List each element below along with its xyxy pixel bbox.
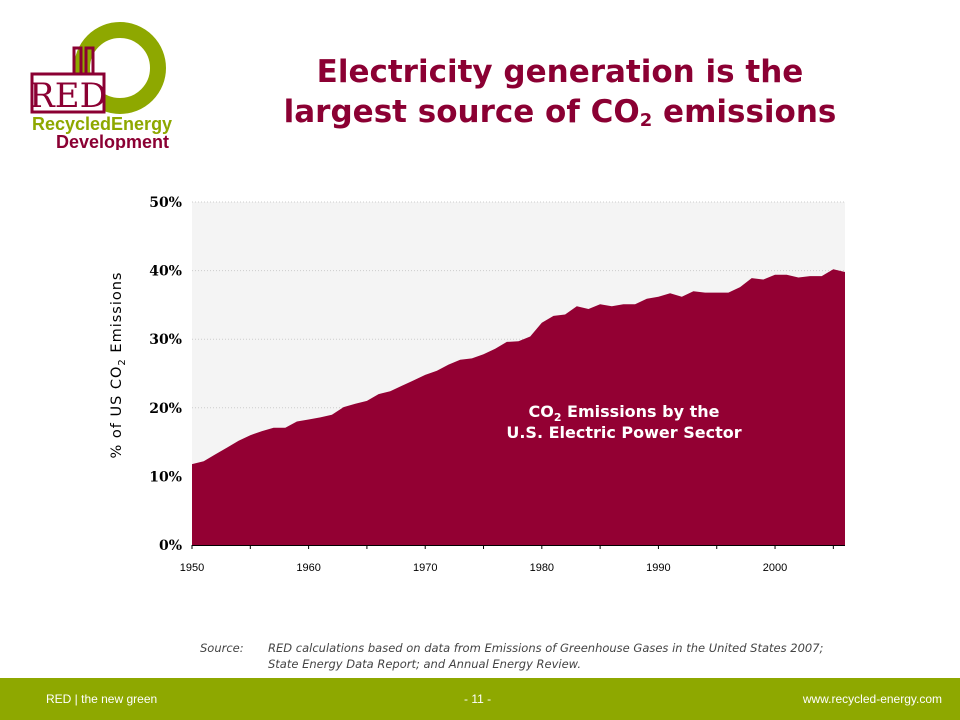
footer-tagline: RED | the new green — [46, 692, 158, 706]
title-line2-post: emissions — [652, 94, 837, 130]
x-tick-label: 2000 — [763, 562, 787, 574]
area-annotation-line1: CO2 Emissions by the — [528, 402, 719, 424]
footer-url: www.recycled-energy.com — [802, 692, 942, 706]
y-tick-label: 0% — [159, 538, 182, 554]
title-line2: largest source of CO2 emissions — [230, 92, 890, 132]
logo-red-box — [30, 72, 106, 114]
y-tick-label: 20% — [149, 401, 182, 417]
title-line2-pre: largest source of CO — [283, 94, 640, 130]
x-tick-label: 1980 — [530, 562, 554, 574]
x-tick-label: 1950 — [180, 562, 204, 574]
y-axis-label: % of US CO2 Emissions — [109, 272, 128, 459]
source-note: Source: RED calculations based on data fr… — [200, 640, 928, 672]
title-line2-sub: 2 — [639, 110, 653, 131]
page-title: Electricity generation is the largest so… — [230, 52, 890, 132]
x-axis — [191, 545, 845, 549]
logo-line2: Development — [56, 132, 169, 150]
x-tick-label: 1990 — [646, 562, 670, 574]
x-tick-label: 1960 — [296, 562, 320, 574]
source-line2: State Energy Data Report; and Annual Ene… — [268, 657, 582, 671]
x-tick-label: 1970 — [413, 562, 437, 574]
y-tick-label: 40% — [149, 264, 182, 280]
page-number: - 11 - — [464, 692, 492, 706]
logo-red-text: RED — [29, 76, 107, 116]
source-text: RED calculations based on data from Emis… — [268, 640, 928, 672]
y-tick-label: 30% — [149, 332, 182, 348]
area-series — [192, 269, 845, 545]
source-line1: RED calculations based on data from Emis… — [268, 641, 824, 655]
area-annotation-line2: U.S. Electric Power Sector — [506, 423, 741, 442]
title-line1: Electricity generation is the — [316, 54, 804, 90]
y-tick-label: 50% — [149, 195, 182, 211]
red-logo: RED RecycledEnergy Development — [29, 22, 172, 150]
footer-bar: RED | the new green - 11 - www.recycled-… — [0, 678, 960, 720]
logo-line1: RecycledEnergy — [32, 114, 172, 134]
y-tick-labels: 0% 10% 20% 30% 40% 50% — [149, 195, 182, 554]
y-tick-label: 10% — [149, 469, 182, 485]
x-tick-labels: 1950 1960 1970 1980 1990 2000 — [180, 562, 788, 574]
emissions-area-chart: 0% 10% 20% 30% 40% 50% 1950 1960 1970 1980 1990 20… — [109, 195, 845, 574]
source-label: Source: — [200, 641, 244, 655]
